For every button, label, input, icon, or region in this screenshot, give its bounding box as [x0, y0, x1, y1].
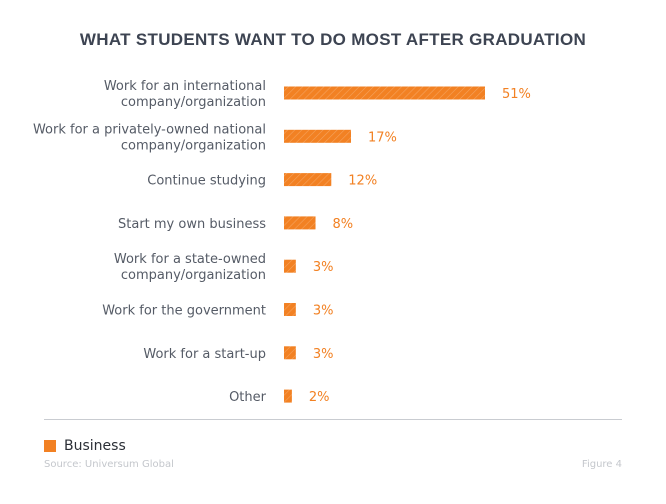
bar — [284, 129, 351, 143]
category-label: Continue studying — [147, 174, 266, 189]
bar-value-label: 12% — [348, 174, 377, 189]
bar-value-label: 51% — [502, 87, 531, 102]
category-label: Work for a state-owned — [114, 252, 266, 267]
bar-value-label: 3% — [313, 260, 334, 275]
bar — [284, 303, 296, 316]
bar-value-label: 3% — [313, 347, 334, 362]
bar — [284, 216, 316, 230]
category-label: Work for a start-up — [143, 347, 266, 362]
bar — [284, 173, 332, 187]
category-label: Work for an international — [104, 79, 266, 94]
bars-layer: 51%Work for an internationalcompany/orga… — [33, 79, 531, 405]
category-label: Work for the government — [102, 304, 266, 319]
legend: Business — [44, 438, 126, 454]
category-label: Other — [229, 390, 267, 405]
source-note: Source: Universum Global — [44, 459, 174, 470]
bar — [284, 346, 296, 360]
category-label: company/organization — [121, 138, 266, 153]
legend-swatch — [44, 440, 56, 452]
bar-value-label: 3% — [313, 304, 334, 319]
bar-value-label: 8% — [333, 217, 354, 232]
divider — [44, 419, 622, 420]
legend-label: Business — [64, 438, 126, 454]
bar — [284, 259, 296, 273]
bar-chart: 51%Work for an internationalcompany/orga… — [33, 79, 531, 405]
category-label: company/organization — [121, 268, 266, 283]
category-label: company/organization — [121, 95, 266, 110]
category-label: Work for a privately-owned national — [33, 122, 266, 137]
category-label: Start my own business — [118, 217, 266, 232]
bar-value-label: 17% — [368, 130, 397, 145]
bar-value-label: 2% — [309, 390, 330, 405]
bar — [284, 86, 485, 100]
chart-title: WHAT STUDENTS WANT TO DO MOST AFTER GRAD… — [79, 30, 587, 49]
figure-label: Figure 4 — [581, 459, 622, 470]
bar — [284, 389, 292, 403]
